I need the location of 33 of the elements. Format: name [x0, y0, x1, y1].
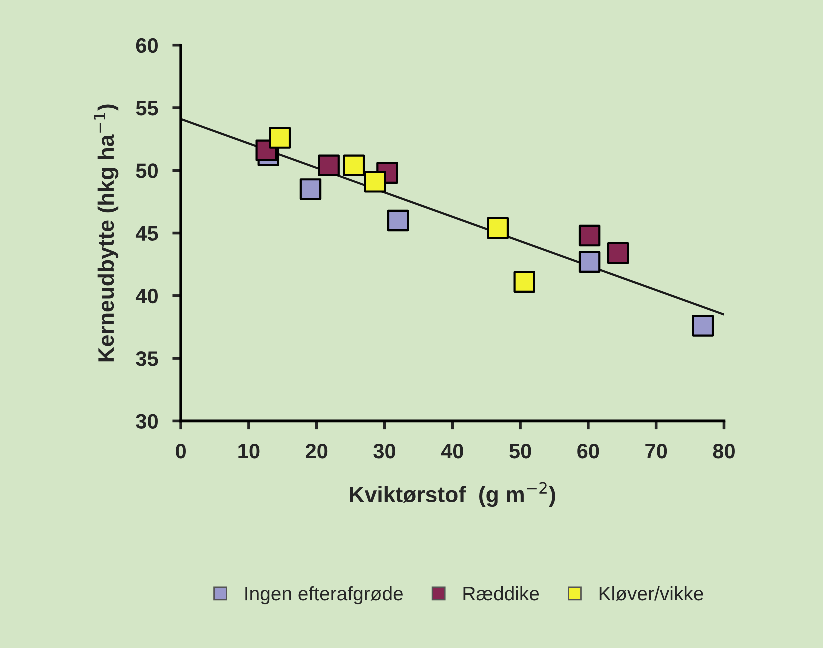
- point: [487, 217, 510, 240]
- point: [578, 224, 601, 247]
- x-tick-label: 60: [578, 444, 600, 459]
- legend-label: Kløver/vikke: [600, 586, 704, 601]
- x-tick-label: 70: [646, 444, 668, 459]
- x-tick-label: 30: [374, 444, 396, 459]
- point: [607, 242, 630, 264]
- x-tick-label: 80: [713, 444, 735, 459]
- y-tick-label: 35: [136, 352, 158, 366]
- point: [343, 154, 366, 176]
- legend-label: Ingen efterafgrøde: [246, 586, 403, 605]
- x-tick-label: 0: [176, 444, 186, 459]
- x-tick-label: 10: [238, 444, 260, 459]
- y-tick-label: 55: [136, 101, 158, 116]
- x-tick-label: 40: [441, 444, 464, 459]
- y-axis-title: Kerneudbytte (hkg ha$^{−1}$): [94, 104, 119, 362]
- y-tick-label: 40: [136, 288, 158, 304]
- x-tick-label: 20: [306, 444, 328, 459]
- point: [387, 210, 410, 232]
- point: [692, 315, 714, 337]
- x-axis-title: Kviktørstof (g m$^{−2}$): [350, 482, 556, 508]
- legend-label: Ræddike: [464, 586, 540, 601]
- y-tick-label: 30: [136, 414, 158, 429]
- point: [318, 154, 340, 176]
- point: [578, 251, 601, 273]
- point: [300, 178, 322, 200]
- y-tick-label: 45: [136, 226, 158, 242]
- y-tick-label: 50: [136, 164, 158, 178]
- point: [364, 171, 386, 193]
- point: [269, 127, 292, 149]
- x-tick-label: 50: [510, 444, 532, 459]
- y-tick-label: 60: [136, 38, 158, 54]
- point: [514, 271, 536, 294]
